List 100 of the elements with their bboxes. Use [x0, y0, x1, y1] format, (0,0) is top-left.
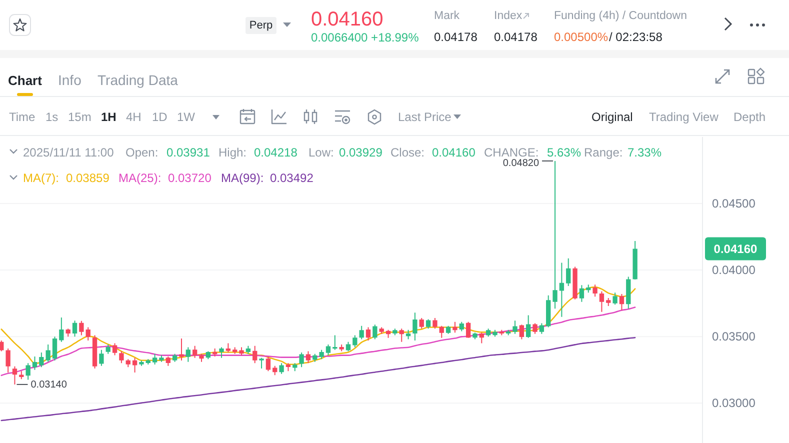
candlestick	[506, 330, 511, 336]
candlestick	[479, 332, 484, 344]
annotation: Open:	[126, 146, 158, 160]
candlestick	[192, 346, 198, 358]
candlestick	[106, 344, 110, 354]
line-series	[0, 306, 636, 376]
candlestick	[366, 327, 371, 341]
candlestick	[59, 318, 64, 342]
candlestick	[19, 371, 24, 380]
text: 1D	[152, 110, 168, 124]
candlestick	[6, 348, 10, 372]
annotation: 5.63%	[547, 146, 582, 160]
text: Last Price	[398, 110, 452, 124]
candlestick	[186, 347, 190, 362]
candlestick	[286, 363, 291, 372]
candlestick	[206, 351, 211, 360]
candlestick	[432, 318, 438, 329]
candlestick	[612, 292, 618, 305]
text: Chart	[8, 72, 43, 88]
annotation: CHANGE:	[484, 146, 539, 160]
candlestick	[486, 328, 491, 337]
candlestick	[492, 330, 498, 337]
candlestick	[532, 323, 538, 334]
text: Mark	[434, 10, 460, 22]
text: Original	[592, 110, 633, 124]
text: 1H	[101, 110, 116, 124]
text: 0.04160	[714, 242, 758, 256]
text: 0.0066400 +18.99%	[311, 30, 420, 44]
candlestick	[399, 328, 404, 342]
candlestick	[352, 335, 358, 348]
candlestick	[12, 366, 18, 384]
y-tick-label: 0.03500	[712, 330, 756, 344]
text: MA(25):	[118, 171, 162, 185]
candlestick	[299, 352, 304, 368]
candlestick	[319, 350, 324, 360]
text: Perp	[249, 20, 273, 32]
text: MA(7):	[23, 171, 59, 185]
text: Funding (4h) / Countdown	[554, 10, 687, 22]
candlestick	[546, 295, 551, 328]
candlestick	[32, 356, 38, 370]
annotation: Range:	[584, 146, 623, 160]
candlestick	[446, 326, 451, 334]
candlestick	[386, 330, 391, 338]
candlestick	[519, 324, 524, 340]
candlestick	[219, 347, 224, 358]
candlestick	[439, 326, 444, 338]
candlestick	[566, 258, 571, 286]
annotation: 0.03140	[30, 378, 68, 390]
line-series	[0, 286, 636, 366]
annotation: 0.03859	[66, 171, 110, 185]
candlestick	[66, 328, 70, 337]
candlestick	[619, 294, 624, 310]
text: Trading Data	[98, 72, 178, 88]
candlestick	[0, 340, 4, 352]
candlestick	[559, 262, 564, 317]
candlestick	[239, 347, 244, 356]
candlestick	[452, 322, 458, 333]
candlestick	[406, 330, 411, 340]
text: Info	[58, 72, 82, 88]
candlestick	[499, 330, 504, 336]
annotation: 0.03492	[270, 171, 314, 185]
candlestick	[99, 350, 104, 366]
candlestick	[146, 359, 150, 365]
candlestick	[152, 354, 158, 365]
annotation: 0.03929	[339, 146, 383, 160]
candlestick	[632, 241, 638, 280]
candlestick	[592, 284, 598, 297]
candlestick	[332, 335, 338, 350]
candlestick	[79, 320, 84, 336]
annotation: 0.03720	[168, 171, 212, 185]
candlestick	[552, 160, 558, 309]
candlestick	[212, 348, 218, 357]
candlestick	[199, 354, 204, 362]
candlestick	[26, 363, 30, 380]
candlestick	[272, 366, 278, 376]
annotation: 2025/11/11 11:00	[23, 146, 114, 160]
line-series	[0, 336, 636, 422]
candlestick	[226, 343, 231, 353]
candlestick	[379, 327, 384, 334]
candlestick	[139, 360, 144, 366]
candlestick	[339, 344, 344, 352]
candlestick	[159, 355, 164, 362]
y-tick-label: 0.04000	[712, 263, 756, 278]
candlestick	[572, 266, 578, 300]
candlestick	[132, 358, 138, 372]
candlestick	[252, 346, 258, 364]
candlestick	[166, 356, 170, 366]
candlestick	[119, 351, 124, 364]
text: 0.04160	[311, 8, 384, 30]
candlestick	[599, 291, 604, 312]
candlestick	[359, 326, 364, 340]
candlestick	[412, 312, 418, 341]
candlestick	[259, 358, 264, 368]
candlestick	[392, 328, 398, 336]
text: Trading View	[649, 110, 719, 124]
candlestick	[526, 315, 531, 338]
candlestick	[346, 342, 351, 352]
annotation: High:	[218, 146, 247, 160]
candlestick	[459, 322, 464, 332]
text: 4H	[126, 110, 142, 124]
